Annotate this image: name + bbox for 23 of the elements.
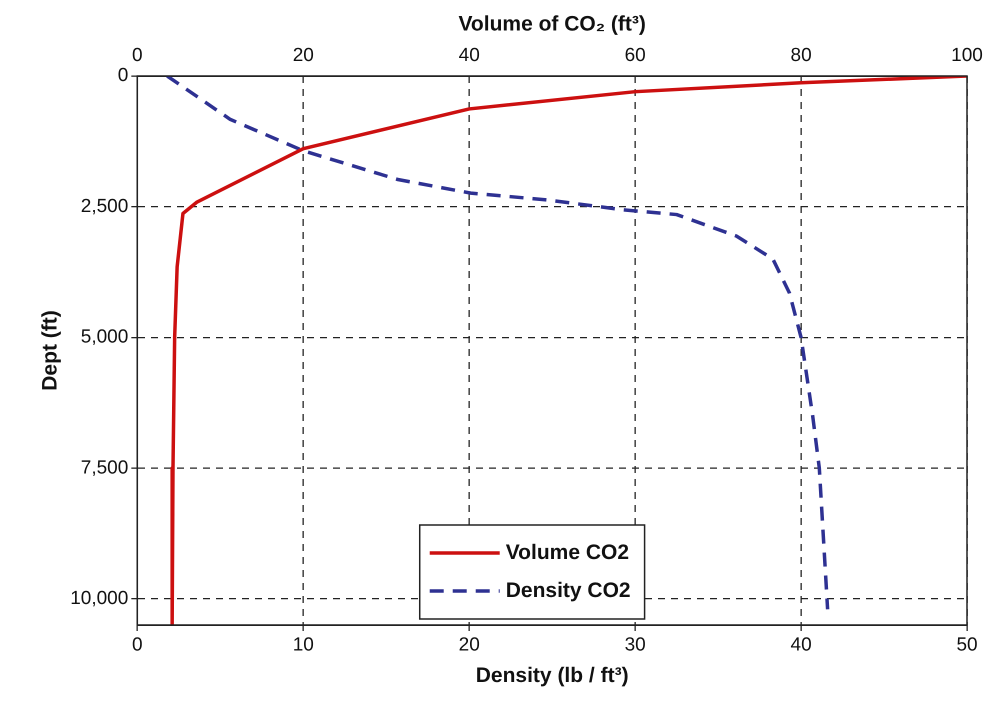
x2-axis-title: Volume of CO₂ (ft³): [458, 12, 646, 36]
y-axis-title: Dept (ft): [38, 310, 62, 391]
x-axis-title: Density (lb / ft³): [476, 664, 629, 688]
x-tick-label: 40: [790, 634, 812, 656]
x-tick-label: 0: [132, 634, 143, 656]
y-tick-label: 10,000: [70, 588, 128, 610]
legend-label: Density CO2: [506, 578, 631, 602]
x-tick-label: 50: [956, 634, 978, 656]
x2-tick-label: 20: [292, 44, 314, 66]
legend-label: Volume CO2: [506, 540, 630, 564]
x-tick-label: 30: [624, 634, 646, 656]
y-tick-label: 0: [118, 65, 128, 86]
y-tick-label: 7,500: [80, 457, 128, 478]
x2-tick-label: 40: [458, 44, 480, 66]
x-tick-label: 20: [458, 634, 480, 656]
x-tick-label: 10: [292, 634, 314, 656]
x2-tick-label: 0: [132, 44, 143, 66]
x2-tick-label: 60: [624, 44, 646, 66]
line-series: [165, 76, 830, 612]
y-tick-label: 5,000: [80, 326, 128, 348]
x2-tick-label: 100: [951, 44, 983, 66]
x2-tick-label: 80: [790, 44, 812, 66]
y-tick-label: 2,500: [80, 196, 128, 217]
